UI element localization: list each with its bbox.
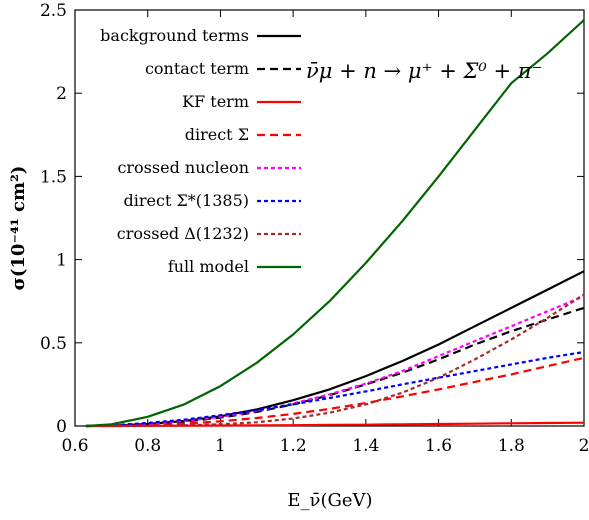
x-tick-label: 1.2 <box>280 436 307 456</box>
y-tick-label: 1 <box>56 251 67 271</box>
series-line-direct <box>85 356 585 428</box>
x-tick-label: 0.8 <box>134 436 161 456</box>
x-tick-label: 1.6 <box>425 436 452 456</box>
y-tick-label: 0.5 <box>40 334 67 354</box>
legend-label: background terms <box>100 26 249 45</box>
x-axis-title: E_ν̄(GeV) <box>287 490 372 511</box>
series-line-direct-1385 <box>85 350 585 428</box>
legend-label: contact term <box>145 59 249 78</box>
series-line-full-model <box>85 19 585 428</box>
series-line-crossed-nucleon <box>85 295 585 428</box>
legend: background terms contact term KF term direc… <box>100 26 301 276</box>
plot-axes: 0.6 0.8 1 1.2 1.4 1.6 1.8 2 0 0.5 1 1.5 2 2.5 <box>40 1 589 456</box>
x-tick-label: 1.8 <box>498 436 525 456</box>
plot-lines <box>85 19 585 428</box>
x-tick-label: 2 <box>579 436 589 456</box>
legend-label: KF term <box>182 92 249 111</box>
y-tick-label: 1.5 <box>40 167 67 187</box>
legend-label: crossed Δ(1232) <box>117 224 249 243</box>
y-tick-label: 2.5 <box>40 1 67 21</box>
plot-frame <box>74 9 585 427</box>
legend-label: direct Σ <box>185 125 249 144</box>
legend-label: crossed nucleon <box>117 158 249 177</box>
x-tick-label: 1 <box>215 436 226 456</box>
x-tick-label: 1.4 <box>352 436 379 456</box>
legend-label: full model <box>168 257 249 276</box>
y-tick-label: 2 <box>56 84 67 104</box>
x-tick-label: 0.6 <box>61 436 88 456</box>
y-tick-label: 0 <box>56 417 67 437</box>
reaction-label: ν̄μ + n → μ⁺ + Σ⁰ + π⁻ <box>306 59 543 83</box>
legend-label: direct Σ*(1385) <box>124 191 249 210</box>
y-axis-title: σ(10⁻⁴¹ cm²) <box>8 166 29 291</box>
series-line-crossed-1232 <box>85 293 585 428</box>
